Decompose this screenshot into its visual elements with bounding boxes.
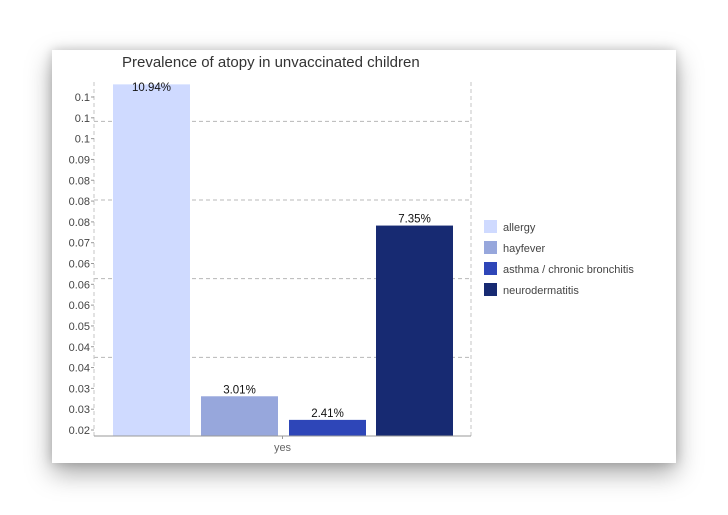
- x-axis: yes: [94, 435, 471, 454]
- y-tick-label: 0.03: [69, 383, 90, 395]
- y-tick-label: 0.07: [69, 238, 90, 250]
- legend-swatch: [484, 241, 497, 254]
- data-label: 3.01%: [223, 384, 256, 396]
- y-tick-label: 0.08: [69, 196, 90, 208]
- y-tick-label: 0.06: [69, 279, 90, 291]
- bar-asthma-chronic-bronchitis: [289, 419, 366, 436]
- y-tick-label: 0.1: [75, 134, 90, 146]
- data-labels: 10.94% 3.01% 2.41% 7.35%: [132, 82, 431, 420]
- legend-label: asthma / chronic bronchitis: [503, 264, 634, 276]
- y-axis: 0.1 0.1 0.1 0.09 0.08 0.08 0.08 0.07 0.06 0.06 0.0…: [69, 92, 94, 437]
- bars: [113, 84, 453, 437]
- legend-swatch: [484, 220, 497, 233]
- grid-lines: [93, 82, 472, 437]
- chart-card: Prevalence of atopy in unvaccinated chil…: [52, 50, 676, 463]
- y-tick-label: 0.08: [69, 175, 90, 187]
- bar-allergy: [113, 84, 190, 437]
- y-tick-label: 0.1: [75, 113, 90, 125]
- y-tick-label: 0.1: [75, 92, 90, 104]
- bar-hayfever: [201, 396, 278, 436]
- y-tick-label: 0.09: [69, 154, 90, 166]
- data-label: 2.41%: [311, 408, 344, 420]
- y-tick-label: 0.05: [69, 321, 90, 333]
- data-label: 7.35%: [398, 214, 431, 226]
- data-label: 10.94%: [132, 82, 171, 94]
- legend-label: neurodermatitis: [503, 285, 579, 297]
- legend-swatch: [484, 283, 497, 296]
- y-tick-label: 0.03: [69, 404, 90, 416]
- bar-neurodermatitis: [376, 225, 453, 436]
- y-tick-label: 0.06: [69, 300, 90, 312]
- legend-label: hayfever: [503, 243, 546, 255]
- y-tick-label: 0.02: [69, 425, 90, 437]
- y-tick-label: 0.04: [69, 363, 90, 375]
- legend-label: allergy: [503, 222, 536, 234]
- x-tick-label: yes: [274, 442, 292, 454]
- legend-swatch: [484, 262, 497, 275]
- y-tick-label: 0.06: [69, 259, 90, 271]
- bar-chart: Prevalence of atopy in unvaccinated chil…: [69, 54, 635, 454]
- legend: allergy hayfever asthma / chronic bronchit…: [484, 220, 634, 297]
- y-tick-label: 0.04: [69, 342, 90, 354]
- chart-title: Prevalence of atopy in unvaccinated chil…: [122, 54, 420, 71]
- y-tick-label: 0.08: [69, 217, 90, 229]
